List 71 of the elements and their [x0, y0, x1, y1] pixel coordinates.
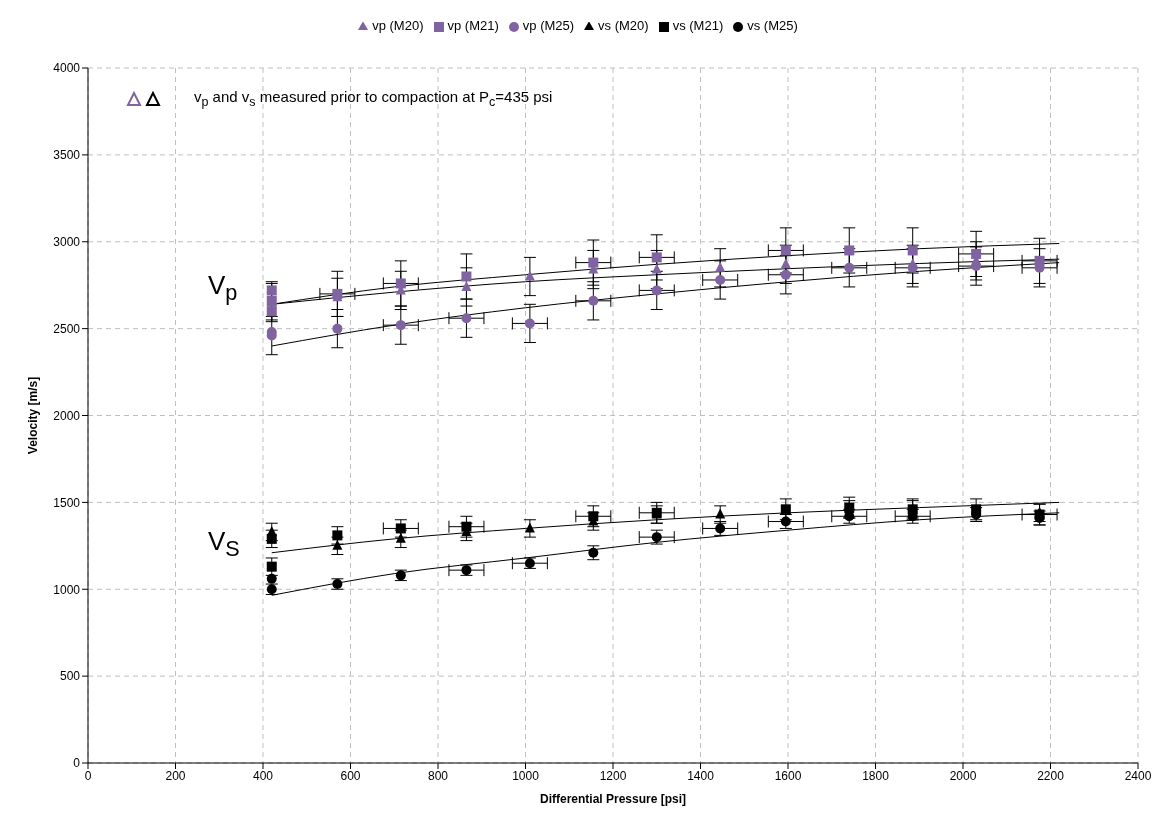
point — [651, 252, 662, 263]
x-tick-label: 400 — [252, 768, 274, 783]
point — [971, 261, 982, 272]
point — [395, 278, 406, 289]
x-tick-label: 1200 — [599, 768, 627, 783]
y-tick-label: 2500 — [53, 321, 81, 336]
annotation: v$_{p}$ and v$_{s}$ measured prior to compaction at P$_{c}$=435 psi — [194, 88, 553, 109]
point — [588, 295, 599, 306]
point — [907, 245, 918, 256]
point — [844, 262, 855, 273]
point — [266, 306, 277, 317]
point — [715, 261, 726, 272]
point — [332, 539, 343, 550]
x-tick-label: 1000 — [512, 768, 540, 783]
point — [971, 248, 982, 259]
y-tick-label: 500 — [59, 669, 81, 684]
point — [461, 280, 472, 291]
point — [524, 522, 535, 533]
legend-label: vs (M21) — [672, 18, 724, 33]
point — [780, 245, 791, 256]
x-tick-label: 2400 — [1124, 768, 1152, 783]
y-tick-label: 4000 — [53, 61, 81, 76]
x-tick-label: 2200 — [1037, 768, 1065, 783]
point — [780, 258, 791, 269]
point — [266, 573, 277, 584]
point — [524, 318, 535, 329]
point — [907, 262, 918, 273]
point — [461, 271, 472, 282]
annotation: V$_{p}$ — [208, 270, 238, 307]
point — [461, 521, 472, 532]
y-tick-label: 0 — [73, 756, 81, 771]
point — [266, 561, 277, 572]
point — [651, 263, 662, 274]
legend-label: vs (M20) — [598, 18, 649, 33]
x-tick-label: 1400 — [687, 768, 715, 783]
y-tick-label: 1000 — [53, 582, 81, 597]
line-series — [271, 501, 1060, 554]
point — [461, 313, 472, 324]
point — [780, 269, 791, 280]
x-tick-label: 2000 — [949, 768, 977, 783]
x-tick-label: 1600 — [774, 768, 802, 783]
y-tick-label: 3000 — [53, 235, 81, 250]
y-tick-label: 1500 — [53, 495, 81, 510]
y-axis-title: Velocity [m/s] — [26, 376, 41, 455]
point — [524, 270, 535, 281]
point — [266, 285, 277, 296]
x-tick-label: 200 — [165, 768, 186, 783]
point — [332, 530, 343, 541]
point — [588, 257, 599, 268]
point — [395, 523, 406, 534]
point — [395, 320, 406, 331]
point — [588, 511, 599, 522]
point — [266, 533, 277, 544]
legend-label: vp (M25) — [522, 18, 575, 33]
y-tick-label: 3500 — [53, 148, 81, 163]
annotation: V$_{S}$ — [208, 526, 240, 563]
y-tick-label: 2000 — [53, 408, 81, 423]
legend-label: vp (M20) — [372, 18, 424, 33]
point — [780, 504, 791, 515]
x-axis-title: Differential Pressure [psi] — [539, 792, 687, 806]
x-tick-label: 800 — [427, 768, 449, 783]
point — [395, 532, 406, 543]
point — [651, 285, 662, 296]
x-tick-label: 0 — [84, 768, 92, 783]
point — [332, 323, 343, 334]
legend-label: vp (M21) — [447, 18, 499, 33]
x-tick-label: 1800 — [862, 768, 890, 783]
legend-label: vs (M25) — [747, 18, 798, 33]
point — [715, 274, 726, 285]
x-tick-label: 600 — [340, 768, 361, 783]
point — [844, 245, 855, 256]
